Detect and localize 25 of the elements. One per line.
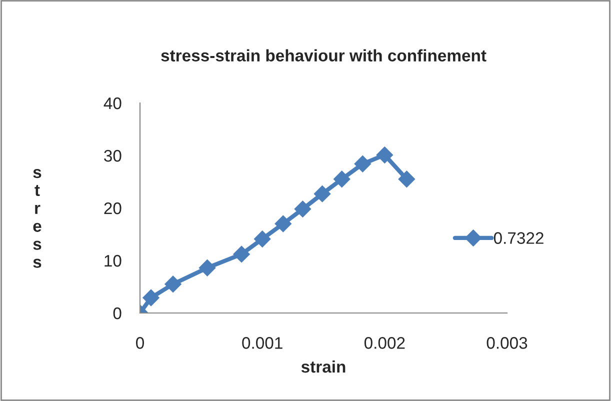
point (198, 259, 216, 276)
point (398, 170, 416, 188)
point (354, 156, 372, 172)
x-tick-label: 0.001 (242, 337, 282, 349)
chart-title: stress-strain behaviour with confinement (161, 49, 486, 62)
x-tick-label: 0.003 (486, 337, 528, 349)
point (233, 246, 250, 263)
point (254, 230, 271, 248)
point (274, 215, 292, 232)
point (294, 200, 312, 218)
y-tick-label: 10 (104, 254, 122, 267)
point (376, 146, 394, 164)
y-tick-label: 40 (104, 97, 122, 110)
point (314, 185, 331, 202)
y-axis-title: s t r e s s (33, 168, 42, 268)
point (333, 170, 350, 188)
x-tick-label: 0 (136, 337, 144, 349)
x-axis-title: strain (301, 360, 346, 373)
point (164, 276, 182, 292)
point (142, 289, 160, 306)
y-tick-label: 20 (104, 202, 122, 214)
legend-label: 0.7322 (494, 232, 544, 244)
y-tick-label: 30 (104, 150, 122, 162)
x-tick-label: 0.002 (364, 337, 405, 349)
y-tick-label: 0 (113, 307, 122, 320)
